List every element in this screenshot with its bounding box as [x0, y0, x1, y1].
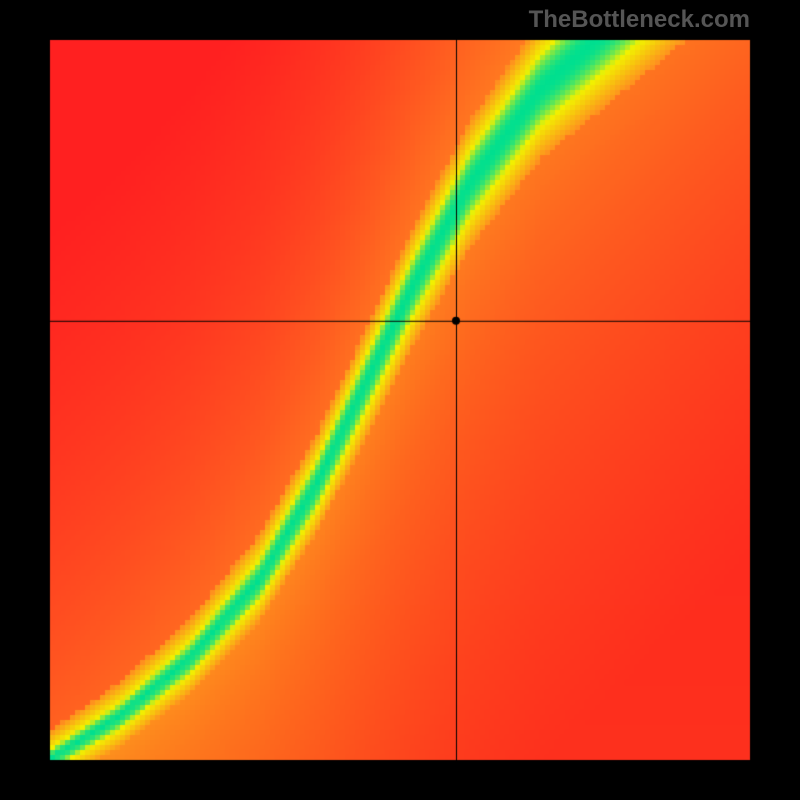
- chart-container: TheBottleneck.com: [0, 0, 800, 800]
- heatmap-canvas: [0, 0, 800, 800]
- watermark-text: TheBottleneck.com: [529, 6, 750, 34]
